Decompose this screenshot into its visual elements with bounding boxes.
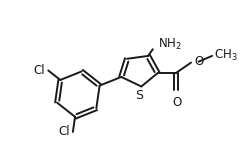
Text: Cl: Cl xyxy=(58,125,70,138)
Text: Cl: Cl xyxy=(34,64,45,77)
Text: S: S xyxy=(135,89,144,102)
Text: O: O xyxy=(172,96,181,109)
Text: CH$_3$: CH$_3$ xyxy=(214,48,238,63)
Text: O: O xyxy=(195,55,204,68)
Text: NH$_2$: NH$_2$ xyxy=(158,37,181,52)
